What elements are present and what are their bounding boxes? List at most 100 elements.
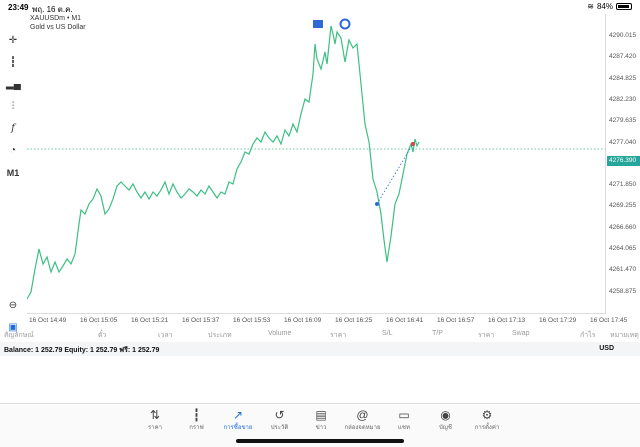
status-time: 23:49 xyxy=(8,3,29,12)
tab-chat[interactable]: ▭ แชท xyxy=(384,408,424,432)
column-header[interactable]: หมายเหตุ xyxy=(610,332,639,339)
candles-icon: ┇ xyxy=(192,408,201,422)
price-tick-label: 4290.015 xyxy=(609,32,637,39)
tab-mail-at[interactable]: @ กล่องจดหมาย xyxy=(343,408,383,432)
chart-title: XAUUSDm • M1 Gold vs US Dollar xyxy=(30,14,86,32)
column-header[interactable]: กำไร xyxy=(580,332,596,339)
function-icon[interactable]: f xyxy=(11,123,15,134)
price-axis: 4290.015 4287.420 4284.825 4282.230 4279.635… xyxy=(605,14,640,314)
wifi-icon: ≋ xyxy=(587,2,594,11)
tab-account[interactable]: ◉ บัญชี xyxy=(426,408,466,432)
time-tick-label: 16 Oct 16:41 xyxy=(386,317,424,324)
settings-icon: ⚙ xyxy=(481,408,493,422)
trade-panel-icon[interactable]: ▣ xyxy=(8,322,18,333)
trade-chart-icon: ↗ xyxy=(232,408,244,422)
entry-marker[interactable] xyxy=(375,202,379,206)
status-date: พฤ. 16 ต.ค. xyxy=(32,5,73,14)
price-tick-label: 4282.230 xyxy=(609,95,637,103)
time-tick-label: 16 Oct 16:25 xyxy=(335,317,373,324)
price-tick-label: 4287.420 xyxy=(609,53,637,61)
tab-label: ข่าว xyxy=(315,425,327,431)
price-tick-label: 4261.470 xyxy=(609,266,637,274)
battery-percent: 84% xyxy=(596,2,613,11)
spacer xyxy=(6,39,20,53)
flag-icon[interactable] xyxy=(313,20,323,28)
time-tick-label: 16 Oct 17:13 xyxy=(488,317,526,324)
chat-icon: ▭ xyxy=(398,408,410,422)
time-tick-label: 16 Oct 15:05 xyxy=(80,317,118,324)
tab-label: บัญชี xyxy=(439,425,452,431)
time-axis: 16 Oct 14:49 16 Oct 15:05 16 Oct 15:21 16 O… xyxy=(27,313,627,325)
crosshair-icon[interactable]: ✛ xyxy=(8,35,18,46)
tab-news[interactable]: ▤ ข่าว xyxy=(301,408,341,432)
chart-type-icon[interactable]: ┇ xyxy=(9,57,17,68)
tab-label: การซื้อขาย xyxy=(223,425,253,431)
exit-marker[interactable] xyxy=(411,142,415,146)
price-tick-label: 4258.875 xyxy=(609,287,637,295)
column-header[interactable]: เวลา xyxy=(158,332,173,339)
tab-label: ราคา xyxy=(148,425,162,431)
time-tick-label: 16 Oct 16:09 xyxy=(284,317,322,324)
tab-label: ประวัติ xyxy=(270,425,289,431)
time-tick-label: 16 Oct 17:29 xyxy=(539,317,577,324)
time-tick-label: 16 Oct 14:49 xyxy=(29,317,67,324)
column-header[interactable]: สัญลักษณ์ xyxy=(4,332,34,339)
status-bar: 23:49 พฤ. 16 ต.ค. ≋ 84% xyxy=(0,0,640,14)
account-icon: ◉ xyxy=(440,408,451,422)
event-icon[interactable] xyxy=(339,18,351,30)
chart-toolbar: ✛ ┇ ▂▄ ⫶ f ◔ M1 ⊖ ▣ xyxy=(0,34,26,334)
price-tick-label: 4266.660 xyxy=(609,223,637,231)
column-header[interactable]: Swap xyxy=(512,330,530,337)
column-header[interactable]: T/P xyxy=(432,330,443,337)
indicators-icon[interactable]: ▂▄ xyxy=(6,79,21,90)
bottom-tab-bar: ⇅ ราคา ┇ กราฟ ↗ การซื้อขาย ↺ ประวัติ ▤ ข่าว @ กล่อง… xyxy=(0,403,640,447)
news-icon: ▤ xyxy=(315,408,327,422)
time-tick-label: 16 Oct 16:57 xyxy=(437,317,475,324)
trade-link-line xyxy=(376,143,414,205)
column-header[interactable]: S/L xyxy=(382,330,393,337)
column-header[interactable]: ราคา xyxy=(330,332,347,339)
zoom-icon[interactable]: ⊖ xyxy=(8,300,18,311)
time-tick-label: 16 Oct 17:45 xyxy=(590,317,628,324)
tab-trade-chart[interactable]: ↗ การซื้อขาย xyxy=(218,408,258,432)
price-tick-label: 4269.255 xyxy=(609,202,637,210)
column-header[interactable]: ตั๋ว xyxy=(98,332,107,339)
time-tick-label: 16 Oct 15:53 xyxy=(233,317,271,324)
price-line xyxy=(27,25,420,300)
arrows-updown-icon: ⇅ xyxy=(149,408,161,422)
column-header[interactable]: ประเภท xyxy=(208,332,232,339)
column-header[interactable]: Volume xyxy=(268,330,292,337)
battery-icon xyxy=(616,3,632,10)
home-indicator xyxy=(236,439,404,443)
account-currency: USD xyxy=(599,345,614,352)
price-tick-label: 4264.065 xyxy=(609,245,637,252)
settings-sliders-icon[interactable]: ⫶ xyxy=(11,101,15,112)
price-tick-label: 4271.850 xyxy=(609,181,637,189)
symbol-description: Gold vs US Dollar xyxy=(30,24,86,31)
price-tick-label: 4279.635 xyxy=(609,117,637,125)
tab-settings[interactable]: ⚙ การตั้งค่า xyxy=(467,408,507,432)
tab-label: แชท xyxy=(398,425,410,431)
tab-label: กราฟ xyxy=(189,425,204,431)
tab-label: กล่องจดหมาย xyxy=(344,425,381,431)
timeframe-button[interactable]: M1 xyxy=(6,168,20,178)
tab-arrows-updown[interactable]: ⇅ ราคา xyxy=(135,408,175,432)
history-icon: ↺ xyxy=(274,408,285,422)
tab-label: การตั้งค่า xyxy=(474,425,500,431)
column-header[interactable]: ราคา xyxy=(478,332,495,339)
event-flags[interactable] xyxy=(313,18,351,30)
price-chart[interactable] xyxy=(27,14,605,314)
price-tick-label: 4284.825 xyxy=(609,74,637,82)
price-tick-label: 4277.040 xyxy=(609,138,637,146)
account-summary: Balance: 1 252.79 Equity: 1 252.79 ฟรี: … xyxy=(4,347,160,354)
mail-at-icon: @ xyxy=(356,408,369,422)
status-indicators: ≋ 84% xyxy=(587,2,632,11)
objects-icon[interactable]: ◔ xyxy=(9,145,17,156)
symbol-label: XAUUSDm • M1 xyxy=(30,15,82,22)
balance-row: Balance: 1 252.79 Equity: 1 252.79 ฟรี: … xyxy=(0,342,640,356)
time-tick-label: 16 Oct 15:21 xyxy=(131,317,169,324)
current-price-label: 4276.390 xyxy=(607,156,640,166)
tab-candles[interactable]: ┇ กราฟ xyxy=(177,408,217,432)
trade-table-header: สัญลักษณ์ ตั๋ว เวลา ประเภท Volume ราคา S/L T/P ร… xyxy=(0,326,640,342)
tab-history[interactable]: ↺ ประวัติ xyxy=(260,408,300,432)
